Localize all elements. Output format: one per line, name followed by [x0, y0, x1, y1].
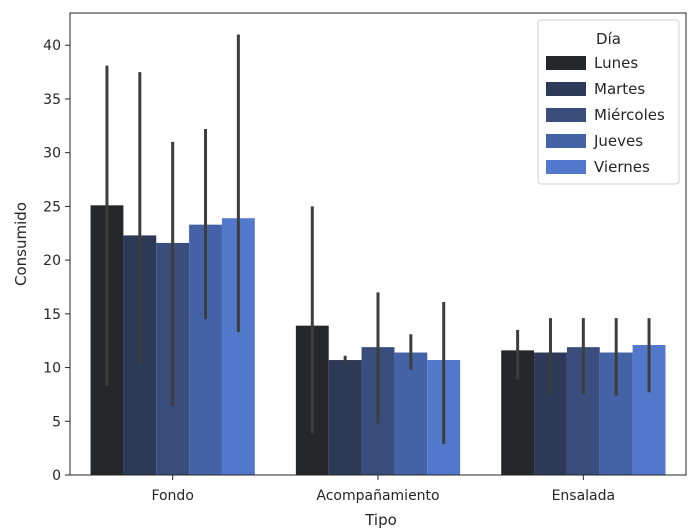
y-tick-label: 25	[43, 199, 61, 215]
legend-label: Viernes	[594, 158, 650, 176]
legend-label: Lunes	[594, 54, 638, 72]
y-tick-label: 30	[43, 146, 61, 162]
legend: Día Lunes Martes Miércoles Jueves Viernes	[537, 19, 680, 185]
legend-swatch	[546, 82, 586, 96]
x-axis-title: Tipo	[364, 511, 397, 529]
y-axis: 0 5 10 15 20 25 30 35 40	[43, 38, 70, 484]
error-bars-layer	[105, 34, 651, 444]
x-tick-label: Ensalada	[552, 488, 616, 504]
legend-swatch	[546, 160, 586, 174]
bar	[394, 352, 428, 475]
legend-swatch	[546, 134, 586, 148]
bar	[328, 360, 362, 475]
y-tick-label: 35	[43, 92, 61, 108]
y-tick-label: 20	[43, 253, 61, 269]
legend-swatch	[546, 56, 586, 70]
y-axis-title: Consumido	[12, 202, 30, 286]
y-tick-label: 0	[52, 468, 61, 484]
legend-label: Martes	[594, 80, 645, 98]
legend-swatch	[546, 108, 586, 122]
y-tick-label: 5	[52, 414, 61, 430]
legend-title: Día	[596, 30, 621, 48]
legend-label: Jueves	[593, 132, 643, 150]
x-tick-label: Acompañamiento	[316, 488, 439, 504]
legend-label: Miércoles	[594, 106, 665, 124]
x-tick-label: Fondo	[151, 488, 193, 504]
x-axis: Fondo Acompañamiento Ensalada	[151, 475, 615, 504]
y-tick-label: 10	[43, 361, 61, 377]
y-tick-label: 40	[43, 38, 61, 54]
bars-layer	[90, 205, 666, 475]
y-tick-label: 15	[43, 307, 61, 323]
